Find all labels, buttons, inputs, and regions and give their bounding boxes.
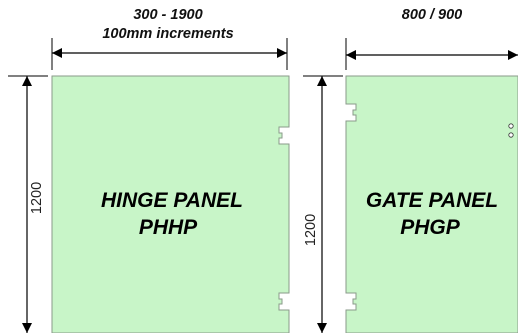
hinge-panel-name: HINGE PANEL bbox=[101, 189, 243, 212]
gate-panel-height-label: 1200 bbox=[303, 214, 319, 246]
gate-panel-width-label: 800 / 900 bbox=[402, 7, 462, 23]
gate-panel-group: 800 / 900 1200 GATE PANEL PHGP bbox=[303, 7, 518, 333]
gate-panel-body bbox=[345, 75, 518, 333]
latch-hole-upper-icon bbox=[508, 123, 514, 129]
latch-hole-lower-icon bbox=[508, 132, 514, 138]
gate-panel-name: GATE PANEL bbox=[366, 189, 498, 212]
hinge-panel-group: 300 - 1900 100mm increments 1200 HINGE P… bbox=[8, 7, 290, 333]
gate-panel-code: PHGP bbox=[400, 216, 461, 239]
hinge-panel-increment-label: 100mm increments bbox=[102, 26, 233, 42]
hinge-panel-code: PHHP bbox=[139, 216, 198, 239]
hinge-panel-body bbox=[51, 75, 290, 333]
hinge-panel-height-label: 1200 bbox=[29, 182, 45, 214]
hinge-panel-width-label: 300 - 1900 bbox=[133, 7, 202, 23]
